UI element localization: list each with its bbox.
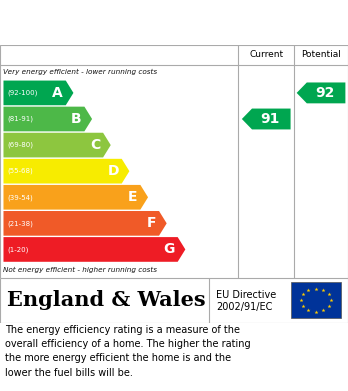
Text: 92: 92	[315, 86, 334, 100]
Polygon shape	[3, 211, 167, 236]
Polygon shape	[3, 237, 185, 262]
Text: (81-91): (81-91)	[8, 116, 34, 122]
Text: The energy efficiency rating is a measure of the
overall efficiency of a home. T: The energy efficiency rating is a measur…	[5, 325, 251, 378]
Text: Not energy efficient - higher running costs: Not energy efficient - higher running co…	[3, 267, 158, 273]
Text: EU Directive: EU Directive	[216, 290, 276, 300]
Text: 2002/91/EC: 2002/91/EC	[216, 302, 272, 312]
Polygon shape	[296, 83, 345, 103]
Text: F: F	[147, 216, 156, 230]
Text: G: G	[164, 242, 175, 256]
Polygon shape	[3, 159, 129, 183]
Text: 91: 91	[260, 112, 279, 126]
Text: (39-54): (39-54)	[8, 194, 33, 201]
Text: E: E	[128, 190, 137, 204]
Text: D: D	[108, 164, 119, 178]
Bar	[291, 282, 341, 318]
Text: England & Wales: England & Wales	[7, 290, 206, 310]
Polygon shape	[3, 81, 73, 105]
Polygon shape	[3, 107, 92, 131]
Text: Energy Efficiency Rating: Energy Efficiency Rating	[9, 13, 256, 32]
Polygon shape	[3, 133, 111, 158]
Text: (1-20): (1-20)	[8, 246, 29, 253]
Polygon shape	[242, 109, 291, 129]
Text: (21-38): (21-38)	[8, 220, 33, 227]
Text: Potential: Potential	[301, 50, 341, 59]
Text: B: B	[71, 112, 82, 126]
Text: (55-68): (55-68)	[8, 168, 33, 174]
Text: (69-80): (69-80)	[8, 142, 34, 148]
Text: Very energy efficient - lower running costs: Very energy efficient - lower running co…	[3, 69, 158, 75]
Text: Current: Current	[249, 50, 283, 59]
Text: A: A	[52, 86, 63, 100]
Polygon shape	[3, 185, 148, 210]
Text: (92-100): (92-100)	[8, 90, 38, 96]
Text: C: C	[90, 138, 100, 152]
